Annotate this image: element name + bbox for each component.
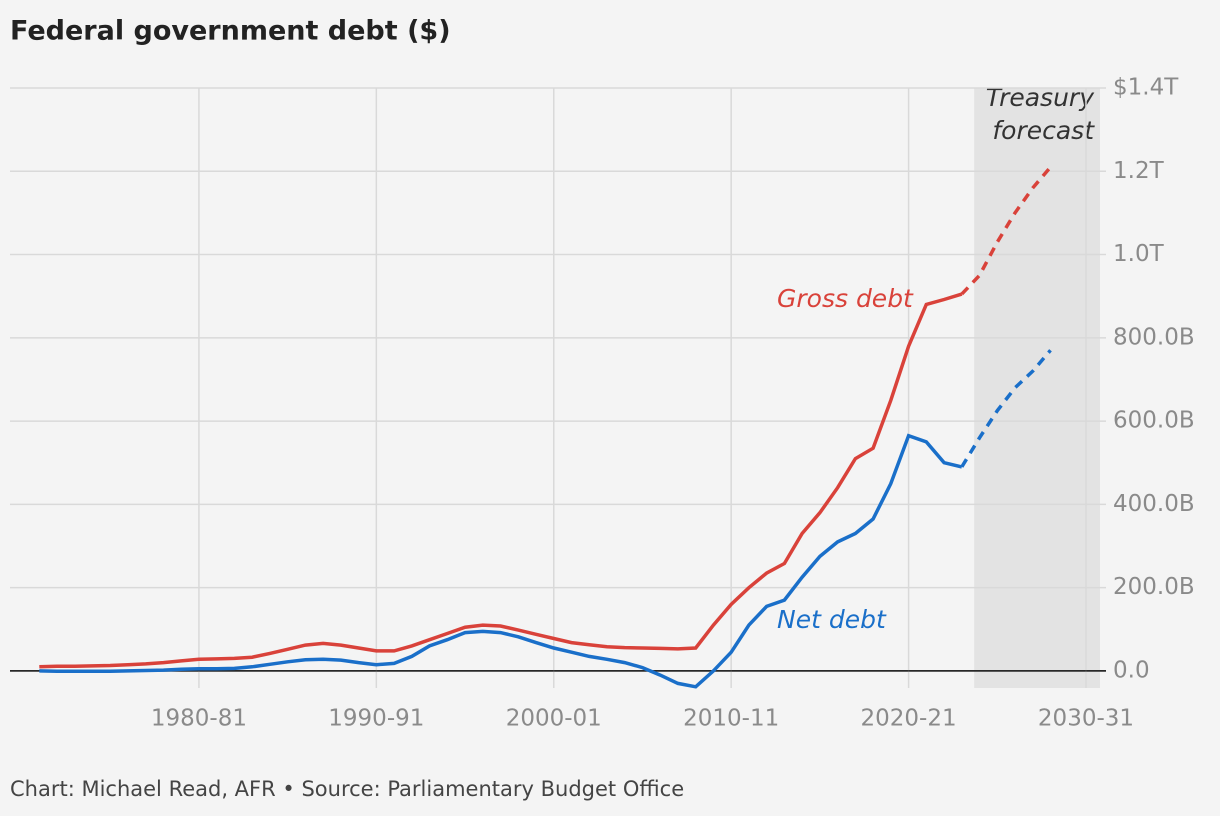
y-tick-label: 200.0B: [1113, 574, 1195, 600]
y-tick-label: 600.0B: [1113, 408, 1195, 434]
series-label: Net debt: [777, 605, 887, 634]
forecast-label: forecast: [992, 116, 1095, 145]
y-tick-label: 0.0: [1113, 657, 1150, 683]
forecast-shade: [974, 88, 1100, 688]
x-tick-label: 2020-21: [861, 706, 957, 732]
x-tick-label: 1980-81: [151, 706, 247, 732]
forecast-line: [960, 165, 1052, 296]
x-tick-label: 2000-01: [506, 706, 602, 732]
forecast-line: [960, 349, 1052, 468]
y-tick-label: 800.0B: [1113, 324, 1195, 350]
source-note: Chart: Michael Read, AFR • Source: Parli…: [10, 777, 684, 801]
y-tick-label: 1.2T: [1113, 158, 1165, 184]
y-tick-label: 1.0T: [1113, 241, 1165, 267]
x-tick-label: 1990-91: [328, 706, 424, 732]
x-tick-label: 2030-31: [1038, 706, 1134, 732]
y-tick-label: 400.0B: [1113, 491, 1195, 517]
chart-title: Federal government debt ($): [10, 16, 451, 47]
debt-line: [39, 292, 963, 669]
y-tick-label: $1.4T: [1113, 75, 1179, 101]
debt-line: [39, 433, 963, 689]
x-tick-label: 2010-11: [683, 706, 779, 732]
series-label: Gross debt: [777, 284, 914, 313]
